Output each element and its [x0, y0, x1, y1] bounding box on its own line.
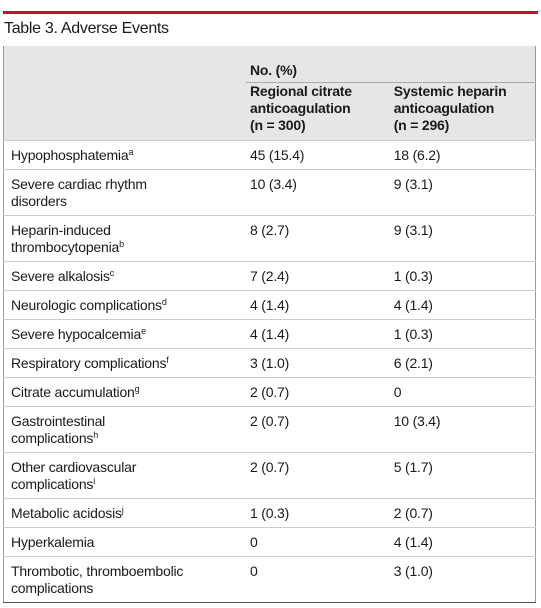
table-row: Hypophosphatemiaa 45 (15.4) 18 (6.2): [3, 140, 536, 170]
footnote-marker: j: [121, 505, 124, 515]
value-cell: 4 (1.4): [389, 527, 536, 557]
table-body: Hypophosphatemiaa 45 (15.4) 18 (6.2) Severe…: [3, 140, 536, 603]
table-row: Heparin-induced thrombocytopeniab 8 (2.7) 9…: [3, 215, 536, 262]
footnote-marker: d: [161, 297, 167, 307]
value-cell: 2 (0.7): [246, 452, 390, 499]
event-label-line: Hyperkalemia: [11, 534, 95, 550]
footnote-marker: h: [93, 430, 99, 440]
event-label-line: Metabolic acidosisj: [11, 505, 124, 521]
table-row: Respiratory complicationsf 3 (1.0) 6 (2.1): [3, 348, 536, 378]
header-line: anticoagulation: [393, 100, 495, 116]
value-cell: 3 (1.0): [389, 556, 536, 603]
event-label-line: complicationsh: [11, 430, 99, 446]
event-label-line: Citrate accumulationg: [11, 384, 140, 400]
value-cell: 7 (2.4): [246, 261, 390, 291]
event-label-line: Heparin-induced: [11, 222, 111, 238]
table-row: Metabolic acidosisj 1 (0.3) 2 (0.7): [3, 498, 536, 528]
value-cell: 4 (1.4): [246, 290, 390, 320]
adverse-events-table: No. (%) Regional citrate anticoagulation(…: [3, 46, 536, 603]
value-cell: 8 (2.7): [246, 215, 390, 262]
event-cell: Hyperkalemia: [3, 527, 247, 557]
header-row: No. (%): [3, 46, 536, 83]
event-cell: Respiratory complicationsf: [3, 348, 247, 378]
footnote-marker: c: [109, 268, 115, 278]
value-cell: 2 (0.7): [246, 377, 390, 407]
table-row: Severe alkalosisc 7 (2.4) 1 (0.3): [3, 261, 536, 291]
header-line: (n = 300): [250, 117, 306, 133]
table-row: Other cardiovascular complicationsi 2 (0.7…: [3, 452, 536, 499]
header-line: anticoagulation: [250, 100, 351, 116]
event-label-line: Gastrointestinal: [11, 413, 106, 429]
value-cell: 1 (0.3): [246, 498, 390, 528]
table-head: No. (%) Regional citrate anticoagulation(…: [3, 46, 536, 141]
value-cell: 9 (3.1): [389, 215, 536, 262]
table-row: Citrate accumulationg 2 (0.7) 0: [3, 377, 536, 407]
table-row: Neurologic complicationsd 4 (1.4) 4 (1.4): [3, 290, 536, 320]
event-label-line: disorders: [11, 193, 67, 209]
footnote-marker: g: [134, 384, 140, 394]
event-cell: Citrate accumulationg: [3, 377, 247, 407]
event-cell: Heparin-induced thrombocytopeniab: [3, 215, 247, 262]
value-cell: 1 (0.3): [389, 261, 536, 291]
event-label-line: Severe cardiac rhythm: [11, 176, 147, 192]
value-cell: 6 (2.1): [389, 348, 536, 378]
event-label-line: Other cardiovascular: [11, 459, 137, 475]
empty-header: [4, 46, 247, 141]
value-cell: 2 (0.7): [389, 498, 536, 528]
event-cell: Gastrointestinal complicationsh: [3, 406, 247, 453]
footnote-marker: e: [141, 326, 146, 336]
event-cell: Neurologic complicationsd: [3, 290, 247, 320]
value-cell: 0: [246, 556, 390, 603]
table-row: Hyperkalemia 0 4 (1.4): [3, 527, 536, 557]
value-cell: 0: [246, 527, 390, 557]
column-header-row: Regional citrate anticoagulation (n = 300)…: [3, 82, 536, 141]
value-cell: 18 (6.2): [389, 140, 536, 170]
group-header: No. (%): [250, 62, 297, 78]
table-title: Table 3. Adverse Events: [4, 20, 169, 37]
value-cell: 0: [389, 377, 536, 407]
footnote-marker: i: [93, 476, 96, 486]
event-cell: Severe hypocalcemiae: [3, 319, 247, 349]
column-header: Systemic heparin anticoagulation (n = 296): [389, 82, 536, 141]
value-cell: 1 (0.3): [389, 319, 536, 349]
event-label-line: Neurologic complicationsd: [11, 297, 167, 313]
table-row: Severe cardiac rhythm disorders 10 (3.4) 9 …: [3, 169, 536, 216]
column-header: Regional citrate anticoagulation (n = 300): [246, 82, 390, 141]
value-cell: 4 (1.4): [246, 319, 390, 349]
value-cell: 3 (1.0): [246, 348, 390, 378]
header-line: (n = 296): [393, 117, 450, 133]
event-label-line: Thrombotic, thromboembolic: [11, 563, 184, 579]
value-cell: 10 (3.4): [389, 406, 536, 453]
event-label-line: Respiratory complicationsf: [11, 355, 169, 371]
value-cell: 9 (3.1): [389, 169, 536, 216]
event-cell: Hypophosphatemiaa: [3, 140, 247, 170]
header-line: Systemic heparin: [393, 83, 507, 99]
footnote-marker: a: [128, 147, 134, 157]
value-cell: 2 (0.7): [246, 406, 390, 453]
top-rule: [3, 11, 538, 14]
event-cell: Severe alkalosisc: [3, 261, 247, 291]
event-label-line: complicationsi: [11, 476, 96, 492]
value-cell: 5 (1.7): [389, 452, 536, 499]
event-cell: Other cardiovascular complicationsi: [3, 452, 247, 499]
header-line: Regional citrate: [250, 83, 352, 99]
table-row: Gastrointestinal complicationsh 2 (0.7) 10 …: [3, 406, 536, 453]
table-row: Thrombotic, thromboembolic complications 0…: [3, 556, 536, 603]
value-cell: 4 (1.4): [389, 290, 536, 320]
table-row: Severe hypocalcemiae 4 (1.4) 1 (0.3): [3, 319, 536, 349]
event-cell: Thrombotic, thromboembolic complications: [3, 556, 247, 603]
value-cell: 10 (3.4): [246, 169, 390, 216]
footnote-marker: b: [119, 239, 124, 249]
event-label-line: thrombocytopeniab: [11, 239, 124, 255]
event-cell: Metabolic acidosisj: [3, 498, 247, 528]
event-label-line: Hypophosphatemiaa: [11, 147, 134, 163]
value-cell: 45 (15.4): [246, 140, 390, 170]
event-label-line: Severe alkalosisc: [11, 268, 115, 284]
footnote-marker: f: [166, 355, 169, 365]
event-cell: Severe cardiac rhythm disorders: [3, 169, 247, 216]
event-label-line: Severe hypocalcemiae: [11, 326, 146, 342]
event-label-line: complications: [11, 580, 94, 596]
